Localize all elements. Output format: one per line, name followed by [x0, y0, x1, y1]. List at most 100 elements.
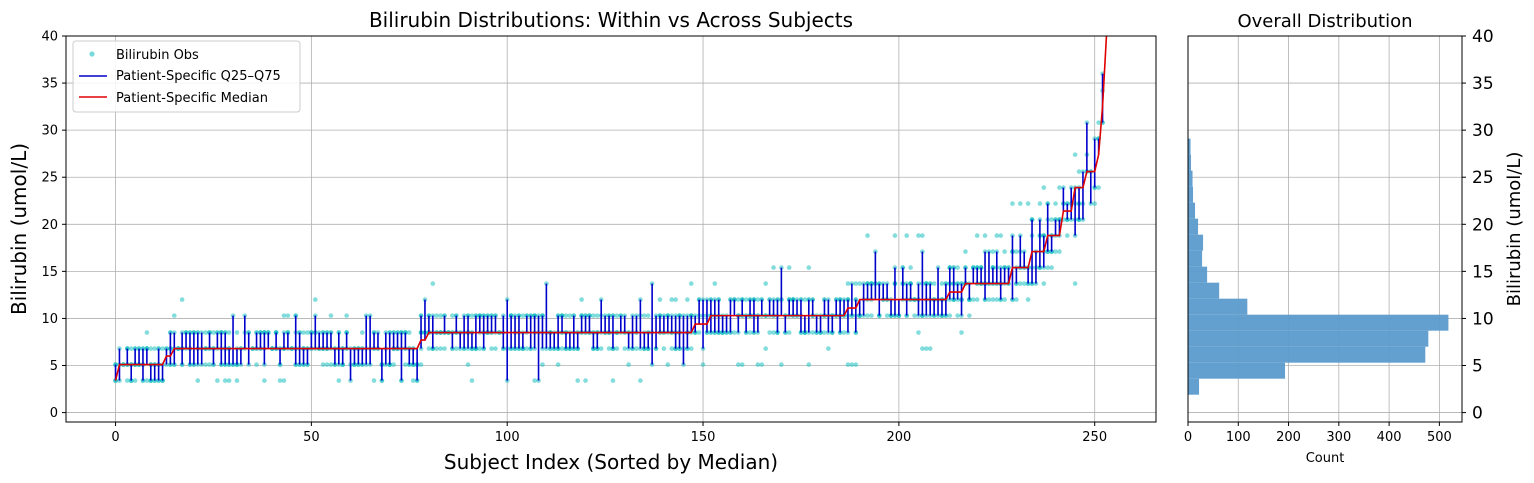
obs-point	[998, 233, 1004, 238]
obs-point	[1049, 217, 1054, 222]
obs-point	[1033, 281, 1039, 286]
obs-point	[262, 378, 267, 383]
obs-point	[277, 378, 283, 383]
obs-point	[947, 313, 953, 318]
y-tick-label: 40	[41, 30, 58, 45]
obs-point	[645, 313, 651, 318]
obs-point	[438, 346, 443, 351]
legend-iqr-label: Patient-Specific Q25–Q75	[116, 69, 281, 84]
obs-point	[195, 378, 201, 383]
obs-point	[328, 313, 334, 318]
obs-point	[1057, 185, 1062, 190]
hist-bar	[1188, 266, 1208, 283]
hist-y-tick-label: 40	[1472, 27, 1494, 47]
obs-point	[853, 362, 859, 367]
obs-point	[892, 233, 898, 238]
obs-point	[328, 362, 334, 367]
obs-point	[312, 297, 318, 302]
obs-point	[806, 265, 812, 270]
obs-point	[853, 281, 859, 286]
obs-point	[426, 346, 432, 351]
obs-point	[955, 265, 960, 270]
obs-point	[359, 330, 365, 335]
obs-point	[638, 378, 643, 383]
hist-x-ticks: 0 100 200 300 400 500	[1184, 422, 1452, 445]
obs-point	[555, 362, 561, 367]
legend-obs-marker	[89, 51, 95, 57]
y-tick-label: 15	[41, 265, 58, 280]
obs-point	[912, 313, 917, 318]
main-y-ticks: 0 5 10 15 20 25 30 35 40	[41, 30, 66, 421]
obs-point	[806, 362, 812, 367]
x-tick-label: 0	[111, 430, 119, 445]
obs-point	[215, 378, 220, 383]
obs-point	[865, 313, 870, 318]
obs-point	[575, 378, 581, 383]
obs-point	[755, 297, 761, 302]
obs-point	[226, 330, 232, 335]
obs-point	[661, 346, 667, 351]
obs-point	[810, 330, 816, 335]
obs-point	[916, 330, 921, 335]
obs-point	[320, 362, 326, 367]
obs-point	[696, 330, 702, 335]
obs-point	[641, 313, 647, 318]
hist-bar	[1188, 202, 1196, 219]
obs-point	[771, 330, 776, 335]
obs-point	[171, 313, 177, 318]
hist-x-tick-label: 0	[1184, 430, 1192, 445]
hist-bar	[1188, 346, 1426, 363]
hist-y-tick-label: 0	[1472, 404, 1483, 424]
obs-point	[657, 297, 663, 302]
y-tick-label: 5	[50, 359, 58, 374]
obs-point	[735, 297, 741, 302]
obs-point	[579, 297, 584, 302]
obs-point	[920, 346, 925, 351]
y-tick-label: 25	[41, 171, 58, 186]
x-tick-label: 100	[495, 430, 520, 445]
obs-point	[1045, 265, 1051, 270]
obs-point	[324, 362, 330, 367]
obs-point	[931, 281, 937, 286]
hist-y-label: Bilirubin (umol/L)	[1504, 152, 1525, 307]
obs-point	[281, 313, 287, 318]
obs-point	[614, 313, 620, 318]
hist-bar	[1188, 154, 1192, 171]
obs-point	[747, 330, 753, 335]
main-chart: 0 50 100 150 200 250 0 5 10 15 20 25 30 35 40 Bilirub…	[7, 8, 1157, 474]
obs-point	[982, 233, 988, 238]
obs-point	[1092, 201, 1098, 206]
main-title: Bilirubin Distributions: Within vs Acros…	[369, 8, 853, 32]
main-plot-frame	[65, 35, 1157, 423]
obs-point	[540, 362, 545, 367]
obs-point	[1053, 201, 1058, 206]
obs-point	[916, 233, 921, 238]
obs-point	[967, 313, 972, 318]
hist-y-tick-label: 25	[1472, 168, 1494, 188]
obs-point	[669, 346, 675, 351]
obs-point	[520, 313, 526, 318]
obs-point	[1025, 201, 1031, 206]
obs-point	[226, 378, 232, 383]
obs-point	[622, 346, 628, 351]
obs-point	[865, 233, 870, 238]
obs-point	[786, 330, 792, 335]
obs-point	[203, 362, 208, 367]
obs-point	[305, 330, 310, 335]
legend-frame	[72, 40, 301, 113]
obs-point	[591, 313, 596, 318]
obs-point	[1025, 281, 1031, 286]
obs-point	[442, 346, 447, 351]
obs-point	[344, 313, 349, 318]
hist-x-tick-label: 400	[1377, 430, 1402, 445]
obs-point	[1049, 265, 1054, 270]
obs-point	[739, 362, 745, 367]
obs-point	[700, 362, 706, 367]
obs-point	[418, 362, 424, 367]
hist-bar	[1188, 234, 1204, 251]
hist-y-ticks: 0 5 10 15 20 25 30 35 40	[1462, 27, 1494, 424]
hist-bar	[1188, 362, 1286, 379]
obs-point	[1072, 281, 1078, 286]
obs-point	[152, 346, 158, 351]
obs-point	[179, 297, 185, 302]
